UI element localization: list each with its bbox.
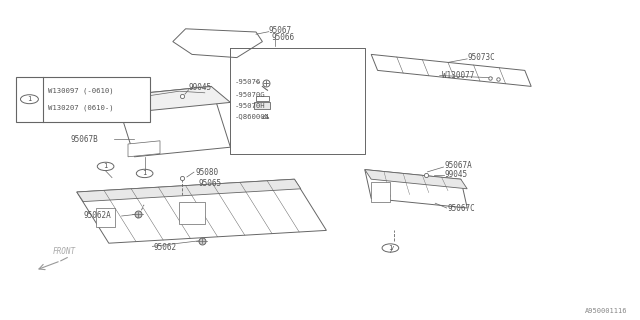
Polygon shape	[77, 179, 301, 202]
Text: -Q860004: -Q860004	[235, 113, 270, 119]
Text: 1: 1	[388, 245, 392, 251]
Text: 95062A: 95062A	[83, 212, 111, 220]
Text: 95067C: 95067C	[448, 204, 476, 213]
Polygon shape	[77, 179, 326, 243]
Polygon shape	[96, 208, 115, 227]
Polygon shape	[173, 29, 262, 58]
Polygon shape	[128, 141, 160, 157]
Text: -95070H: -95070H	[235, 103, 266, 109]
Text: 1: 1	[28, 96, 31, 102]
Text: W130097 (-0610): W130097 (-0610)	[48, 88, 114, 94]
Text: 1: 1	[104, 164, 108, 169]
Text: W130207 (0610-): W130207 (0610-)	[48, 104, 114, 110]
Polygon shape	[115, 86, 230, 112]
Text: W130077: W130077	[442, 71, 474, 80]
Bar	[16, 77, 150, 122]
Text: 95065: 95065	[198, 179, 221, 188]
Text: -95076: -95076	[235, 79, 261, 84]
Text: A950001116: A950001116	[585, 308, 627, 314]
Text: 95066: 95066	[272, 33, 295, 42]
Text: 95067A: 95067A	[445, 161, 472, 170]
Text: 1: 1	[143, 171, 147, 176]
Text: 95080: 95080	[195, 168, 218, 177]
Polygon shape	[115, 86, 230, 157]
Polygon shape	[256, 96, 269, 101]
Polygon shape	[254, 102, 270, 109]
Polygon shape	[371, 54, 531, 86]
Text: 99045: 99045	[445, 170, 468, 179]
Text: 99045: 99045	[189, 84, 212, 92]
Polygon shape	[179, 202, 205, 224]
Polygon shape	[365, 170, 467, 189]
Text: -95070G: -95070G	[235, 92, 266, 98]
Text: 95062: 95062	[154, 243, 177, 252]
Text: 95067: 95067	[269, 26, 292, 35]
Polygon shape	[371, 182, 390, 202]
Text: 95073C: 95073C	[467, 53, 495, 62]
Text: 95067B: 95067B	[70, 135, 98, 144]
Polygon shape	[365, 170, 467, 208]
Text: FRONT: FRONT	[52, 247, 76, 256]
